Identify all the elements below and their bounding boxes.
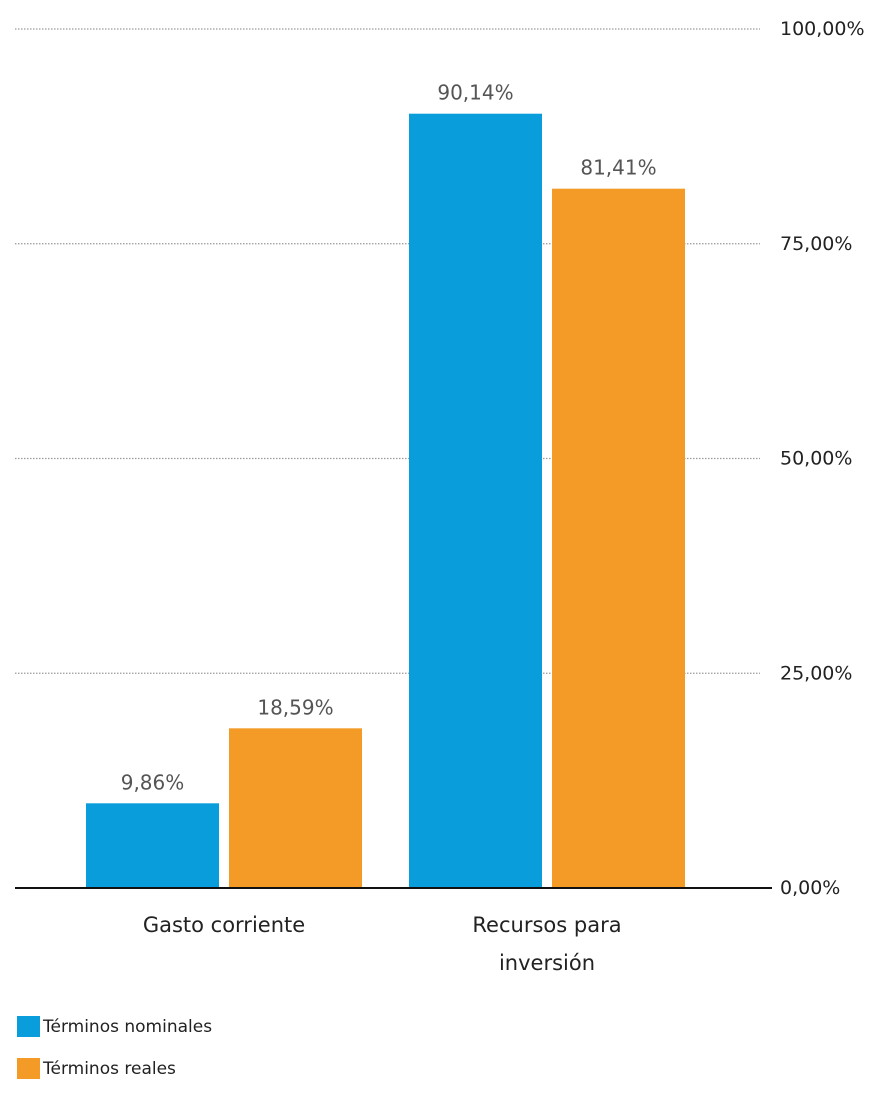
x-category-label: Recursos para inversión xyxy=(472,913,621,975)
bar-terminos-nominales-recursos-para-inversion xyxy=(409,113,542,889)
y-tick-label: 50,00% xyxy=(780,448,852,470)
data-label: 18,59% xyxy=(257,695,333,719)
x-category-label: Gasto corriente xyxy=(143,913,305,937)
bars xyxy=(86,113,685,889)
gridlines xyxy=(15,28,760,674)
y-tick-label: 100,00% xyxy=(780,18,865,40)
axes: 0,00% 25,00% 50,00% 75,00% 100,00% Gasto corr… xyxy=(15,18,865,975)
legend-swatch-nominal xyxy=(17,1016,40,1037)
legend-swatch-real xyxy=(17,1058,40,1079)
legend-item-real: Términos reales xyxy=(17,1058,212,1079)
bar-terminos-reales-gasto-corriente xyxy=(229,728,362,888)
data-label: 90,14% xyxy=(437,81,513,105)
bar-terminos-reales-recursos-para-inversion xyxy=(552,188,685,888)
bar-chart: 9,86% 18,59% 90,14% 81,41% 0,00% 25,00% 50,00… xyxy=(15,18,865,975)
legend-label-real: Términos reales xyxy=(43,1058,176,1079)
data-labels: 9,86% 18,59% 90,14% 81,41% xyxy=(121,81,657,795)
legend: Términos nominales Términos reales xyxy=(17,1016,212,1100)
y-tick-label: 25,00% xyxy=(780,662,852,684)
y-tick-label: 0,00% xyxy=(780,877,840,899)
legend-label-nominal: Términos nominales xyxy=(43,1016,213,1037)
data-label: 9,86% xyxy=(121,770,185,794)
bar-terminos-nominales-gasto-corriente xyxy=(86,803,219,888)
y-tick-label: 75,00% xyxy=(780,233,852,255)
legend-item-nominal: Términos nominales xyxy=(17,1016,212,1037)
data-label: 81,41% xyxy=(580,156,656,180)
